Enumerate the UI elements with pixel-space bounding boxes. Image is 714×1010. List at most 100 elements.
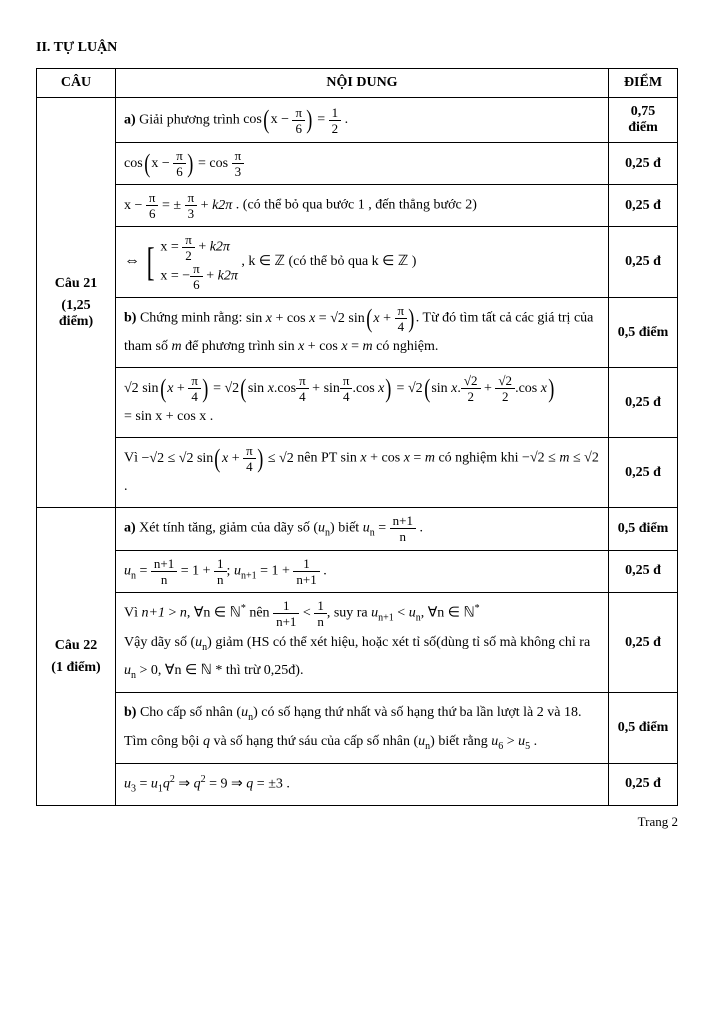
row5-diem: 0,5 điểm	[609, 298, 678, 368]
r5-x4: x	[298, 339, 304, 354]
r7-s3: √2	[279, 451, 294, 466]
r5-sin: sin	[246, 311, 262, 326]
r6-s2: √2	[224, 381, 239, 396]
r1-x: x	[271, 112, 278, 127]
row6-content: √2 sin(x + π4) = √2(sin x.cosπ4 + sinπ4.…	[116, 368, 609, 438]
r8-n3: n	[390, 529, 416, 543]
r4-x2: x	[160, 269, 167, 284]
r10-u2: u	[409, 606, 416, 621]
r5-plus3: +	[308, 339, 316, 354]
r6-eq1: =	[213, 381, 221, 396]
row11-content: b) Cho cấp số nhân (un) có số hạng thứ n…	[116, 693, 609, 764]
r7-vi: Vì	[124, 451, 142, 466]
r1-part: a)	[124, 112, 136, 127]
row2-diem: 0,25 đ	[609, 143, 678, 185]
r10-lt: <	[303, 606, 311, 621]
cau21-label: Câu 21 (1,25 điểm)	[37, 98, 116, 508]
r2-cos: cos	[124, 156, 143, 171]
r11-t4: biết rằng	[435, 734, 491, 749]
r4-pi2: π	[190, 262, 203, 277]
r9-semi: ;	[227, 563, 234, 578]
row8-diem: 0,5 điểm	[609, 508, 678, 551]
r9-1b: 1	[293, 557, 319, 572]
r7-sin2: sin	[341, 451, 357, 466]
r11-n: n	[248, 712, 253, 723]
r12-3: 3	[131, 783, 136, 794]
r3-pm: ±	[173, 198, 181, 213]
r4-2: 2	[182, 248, 195, 262]
row2-content: cos(x − π6) = cos π3	[116, 143, 609, 185]
r10-vay: Vậy dãy số	[124, 635, 191, 650]
r6-p2: +	[312, 381, 320, 396]
row12-diem: 0,25 đ	[609, 763, 678, 805]
r2-eq: =	[198, 156, 206, 171]
r4-cond: , k ∈ ℤ (có thể bỏ qua k ∈ ℤ )	[241, 254, 416, 269]
r7-le1: ≤	[168, 451, 176, 466]
r5-cos2: cos	[319, 339, 338, 354]
r5-4: 4	[395, 319, 408, 333]
r7-s2: √2	[179, 451, 194, 466]
r10-gt0: > 0, ∀n ∈ ℕ * thì trừ 0,25đ).	[136, 663, 303, 678]
r1-text: Giải phương trình	[136, 112, 244, 127]
r10-giam: giảm (HS có thể xét hiệu, hoặc xét tỉ số…	[212, 635, 590, 650]
r5-part: b)	[124, 311, 136, 326]
r6-x3: x	[378, 381, 384, 396]
r4-k2pi1: k2π	[210, 240, 230, 255]
r6-s4: √2	[461, 374, 481, 389]
row7-diem: 0,25 đ	[609, 438, 678, 508]
r1-6: 6	[292, 121, 305, 135]
r5-x3: x	[373, 311, 379, 326]
r6-sin1: sin	[142, 381, 158, 396]
r7-x2: x	[360, 451, 366, 466]
r8-u2: u	[363, 521, 370, 536]
r9-n: n	[131, 570, 136, 581]
r10-star2: *	[475, 603, 480, 614]
r6-result: = sin x + cos x .	[124, 409, 213, 424]
r8-biet: biết	[335, 521, 363, 536]
r11-5: 5	[525, 741, 530, 752]
section-title: II. TỰ LUẬN	[36, 40, 678, 56]
r6-p1: +	[177, 381, 185, 396]
r10-np1s: n+1	[378, 613, 394, 624]
r1-pi: π	[292, 106, 305, 121]
r11-n2: n	[425, 741, 430, 752]
r10-gt: >	[168, 606, 176, 621]
r2-3: 3	[232, 164, 245, 178]
r10-nen: nên	[246, 606, 273, 621]
header-cau: CÂU	[37, 69, 116, 98]
r12-3v: 3	[276, 776, 283, 791]
r1-2: 2	[329, 121, 342, 135]
r7-cos: cos	[382, 451, 401, 466]
cau22-sub: (1 điểm)	[45, 660, 107, 676]
r10-u4: u	[124, 663, 131, 678]
r9-1a: 1	[214, 557, 227, 572]
r9-np1s: n+1	[241, 570, 257, 581]
row9-content: un = n+1n = 1 + 1n; un+1 = 1 + 1n+1 .	[116, 550, 609, 593]
cau22-title: Câu 22	[45, 638, 107, 654]
row11-diem: 0,5 điểm	[609, 693, 678, 764]
r7-pi: π	[243, 444, 256, 459]
r4-6: 6	[190, 277, 203, 291]
r6-x1: x	[167, 381, 173, 396]
r12-imp2: ⇒	[231, 776, 243, 791]
r6-x5: x	[541, 381, 547, 396]
row12-content: u3 = u1q2 ⇒ q2 = 9 ⇒ q = ±3 .	[116, 763, 609, 805]
page-footer: Trang 2	[36, 814, 678, 830]
r3-k2pi: k2π	[212, 198, 232, 213]
r9-u: u	[124, 563, 131, 578]
r5-x5: x	[341, 339, 347, 354]
r4-plus2: +	[206, 269, 214, 284]
r7-4: 4	[243, 459, 256, 473]
r5-eq2: =	[351, 339, 359, 354]
r5-x2: x	[309, 311, 315, 326]
row4-content: ⇔ [ x = π2 + k2π x = −π6 + k2π , k ∈ ℤ (…	[116, 227, 609, 298]
r12-u1: u	[124, 776, 131, 791]
r9-eq: =	[140, 563, 148, 578]
r8-u: u	[318, 521, 325, 536]
r9-u2: u	[234, 563, 241, 578]
r4-pi1: π	[182, 233, 195, 248]
r5-t1: Chứng minh rằng:	[136, 311, 245, 326]
r5-x1: x	[266, 311, 272, 326]
r12-eq2: =	[209, 776, 217, 791]
r9-t1b: = 1 +	[260, 563, 290, 578]
